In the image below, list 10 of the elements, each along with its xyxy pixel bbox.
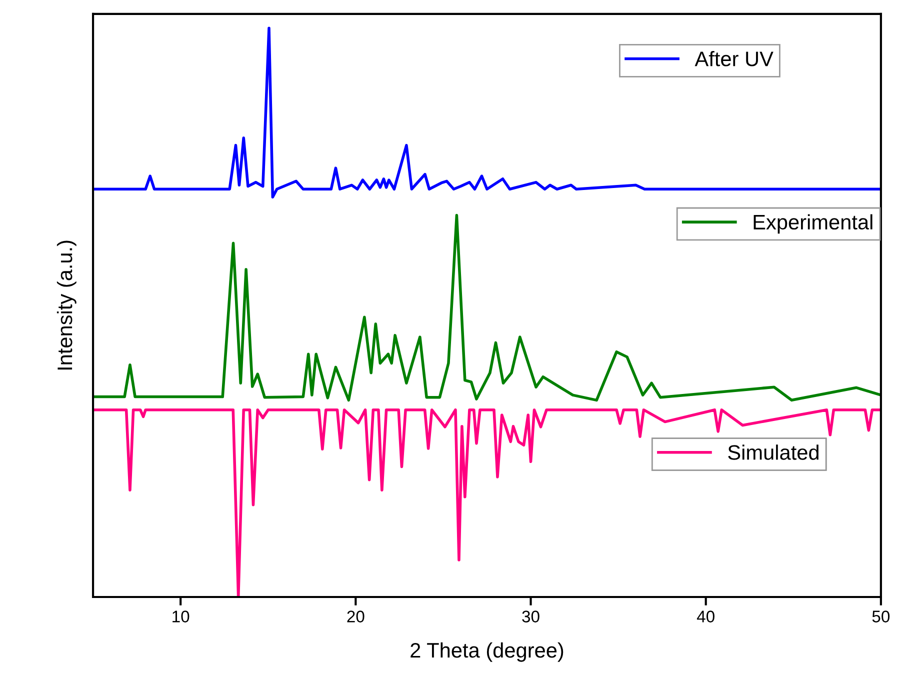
x-axis-title: 2 Theta (degree) <box>410 642 564 662</box>
x-tick-label: 50 <box>872 610 890 622</box>
x-tick-label: 30 <box>522 610 540 622</box>
x-tick-label: 10 <box>172 610 190 622</box>
x-tick-label: 40 <box>696 610 714 622</box>
legend-label: Simulated <box>728 444 818 460</box>
x-tick-label: 20 <box>347 610 364 622</box>
legend-label: After UV <box>694 51 774 66</box>
y-axis-title: Intensity (a.u.) <box>56 240 76 370</box>
legend-label: Experimental <box>754 214 872 234</box>
